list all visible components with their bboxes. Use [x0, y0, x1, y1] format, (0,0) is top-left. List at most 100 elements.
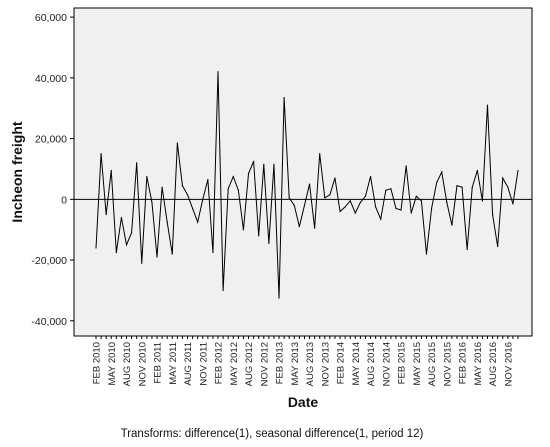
data-point — [197, 221, 199, 223]
data-point — [339, 210, 341, 213]
data-point — [334, 177, 336, 179]
data-point — [354, 212, 356, 214]
x-tick-label: MAY 2016 — [473, 342, 484, 385]
data-point — [329, 194, 331, 196]
data-point — [146, 175, 148, 178]
x-axis: FEB 2010 MAY 2010 AUG 2010 NOV 2010 FEB 2011… — [92, 336, 519, 386]
x-tick-label: NOV 2016 — [503, 342, 514, 386]
x-tick-label: AUG 2015 — [427, 342, 438, 386]
x-tick-label: NOV 2013 — [320, 342, 331, 386]
x-tick-label: FEB 2015 — [397, 342, 408, 384]
data-point — [232, 175, 234, 178]
data-point — [298, 226, 300, 228]
data-point — [512, 203, 514, 205]
data-point — [390, 188, 392, 190]
data-point — [441, 171, 443, 173]
data-point — [115, 251, 117, 254]
x-tick-label: FEB 2016 — [458, 342, 469, 384]
data-point — [364, 195, 367, 197]
data-point — [369, 175, 372, 178]
x-tick-label: MAY 2014 — [351, 342, 362, 385]
data-point — [156, 256, 158, 258]
data-point — [130, 232, 133, 234]
data-point — [502, 177, 504, 179]
data-point — [359, 201, 361, 203]
data-point — [247, 172, 250, 175]
data-point — [293, 204, 295, 207]
x-axis-title: Date — [288, 394, 319, 410]
data-point — [410, 212, 412, 214]
y-axis-title: Incheon freight — [9, 121, 25, 222]
data-point — [303, 204, 306, 207]
data-point — [207, 178, 209, 181]
x-tick-label: AUG 2014 — [366, 342, 377, 386]
data-point — [273, 163, 275, 166]
x-tick-label: MAY 2011 — [168, 342, 179, 385]
data-point — [314, 227, 316, 229]
data-point — [349, 200, 351, 202]
x-tick-label: FEB 2013 — [275, 342, 286, 384]
y-tick-label: 60,000 — [35, 12, 67, 24]
data-point — [471, 186, 473, 188]
data-point — [466, 248, 468, 251]
data-point — [456, 185, 458, 187]
data-point — [192, 207, 194, 210]
data-point — [497, 245, 499, 248]
x-tick-label: AUG 2012 — [244, 342, 255, 386]
data-point — [415, 195, 417, 197]
x-tick-label: FEB 2014 — [336, 342, 347, 384]
data-point — [125, 244, 128, 246]
y-axis: -40,000 -20,000 0 20,000 40,000 60,000 — [31, 12, 74, 328]
x-tick-label: MAY 2012 — [229, 342, 240, 385]
series-line — [95, 71, 519, 299]
x-tick-label: FEB 2011 — [153, 342, 164, 384]
data-point — [176, 142, 178, 144]
x-tick-label: AUG 2010 — [122, 342, 133, 386]
x-tick-label: NOV 2014 — [381, 342, 392, 386]
data-point — [258, 235, 260, 237]
data-point — [405, 165, 407, 167]
data-point — [324, 197, 326, 199]
x-tick-label: FEB 2010 — [92, 342, 103, 384]
data-point — [95, 247, 97, 249]
data-point — [425, 253, 428, 255]
data-point — [136, 162, 138, 164]
transform-note: Transforms: difference(1), seasonal diff… — [121, 428, 424, 440]
data-point — [105, 213, 107, 216]
data-point — [420, 200, 422, 202]
data-point — [446, 201, 448, 203]
data-point — [166, 221, 168, 223]
data-point — [110, 169, 112, 172]
data-point — [222, 289, 224, 292]
data-point — [120, 216, 123, 219]
data-point — [308, 183, 311, 185]
y-tick-label: -40,000 — [31, 316, 67, 328]
data-point — [481, 200, 484, 202]
data-point — [486, 104, 489, 106]
plot-area — [73, 7, 533, 337]
data-point — [161, 186, 163, 188]
x-tick-label: MAY 2010 — [107, 342, 118, 385]
data-point — [507, 186, 509, 188]
data-point — [268, 242, 270, 244]
data-point — [263, 163, 265, 166]
data-point — [430, 207, 433, 210]
data-point — [253, 160, 255, 162]
y-tick-label: 0 — [61, 194, 67, 206]
x-tick-label: NOV 2015 — [442, 342, 453, 386]
data-point — [151, 201, 153, 203]
data-point — [400, 209, 402, 211]
x-tick-label: NOV 2012 — [259, 342, 270, 386]
data-point — [380, 218, 382, 220]
data-point — [278, 297, 280, 299]
data-point — [436, 182, 438, 184]
data-point — [319, 153, 321, 155]
data-point — [181, 185, 184, 187]
x-tick-label: NOV 2011 — [198, 342, 209, 386]
data-point — [202, 198, 204, 200]
data-point — [242, 229, 245, 231]
data-point — [186, 194, 189, 196]
data-point — [141, 262, 143, 264]
